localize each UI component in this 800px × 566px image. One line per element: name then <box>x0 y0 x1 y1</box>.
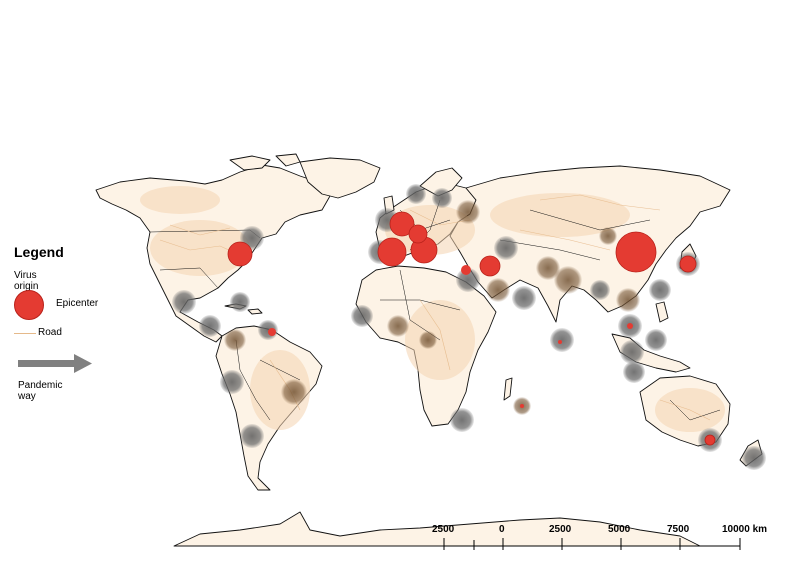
scale-label-0: 2500 <box>432 524 455 535</box>
scale-label-4: 7500 <box>667 524 690 535</box>
epicenter-malaysia <box>627 323 633 329</box>
madagascar <box>503 377 513 401</box>
epicenter-australia <box>704 434 716 446</box>
pandemic-way-label: Pandemic way <box>18 380 63 402</box>
red-circle-icon <box>14 290 44 320</box>
epicenter-turkey <box>461 265 471 275</box>
scale-label-1: 0 <box>499 524 505 535</box>
epicenter-germany <box>408 224 428 244</box>
scale-label-3: 5000 <box>608 524 631 535</box>
epicenter-label: Epicenter <box>56 298 99 309</box>
epicenter-spain <box>377 237 407 267</box>
virus-origin-label: Virus origin <box>14 270 39 292</box>
epicenter-iran <box>479 255 501 277</box>
philippines <box>655 301 669 323</box>
legend-title: Legend <box>14 244 64 260</box>
epicenters <box>227 211 716 446</box>
canada-islands <box>229 153 301 171</box>
scale-label-2: 2500 <box>549 524 572 535</box>
line-icon <box>14 333 36 334</box>
country-borders <box>149 199 721 421</box>
antarctica <box>173 511 701 547</box>
greenland <box>299 157 381 199</box>
epicenter-usa <box>227 241 253 267</box>
epicenter-mauritius <box>520 404 524 408</box>
scale-label-5: 10000 km <box>722 524 767 535</box>
road-label: Road <box>38 327 62 338</box>
epicenter-uk-france <box>389 211 415 237</box>
arrow-right-icon <box>18 354 92 373</box>
epicenter-japan <box>679 255 697 273</box>
scale-bar: 2500 0 2500 5000 7500 10000 km <box>432 524 767 550</box>
epicenter-venezuela <box>268 328 276 336</box>
epicenter-srilanka <box>558 340 562 344</box>
epicenter-china <box>615 231 657 273</box>
